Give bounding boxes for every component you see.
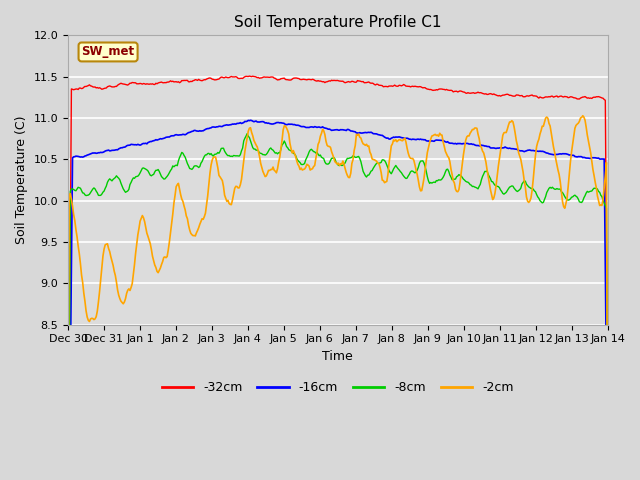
Legend: -32cm, -16cm, -8cm, -2cm: -32cm, -16cm, -8cm, -2cm (157, 376, 519, 399)
Text: SW_met: SW_met (81, 46, 134, 59)
Title: Soil Temperature Profile C1: Soil Temperature Profile C1 (234, 15, 442, 30)
Y-axis label: Soil Temperature (C): Soil Temperature (C) (15, 116, 28, 244)
X-axis label: Time: Time (323, 350, 353, 363)
